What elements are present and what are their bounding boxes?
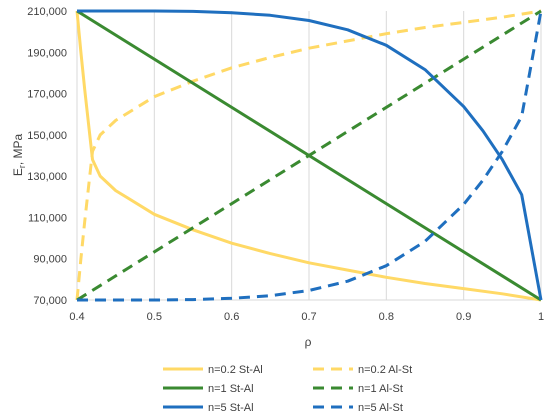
y-tick-label: 110,000 [28,212,67,224]
legend-label: n=1 St-Al [208,383,254,395]
y-tick-label: 130,000 [27,171,67,183]
legend-label: n=1 Al-St [358,383,403,395]
x-tick-label: 0.8 [379,311,394,323]
x-tick-label: 0.4 [69,311,84,323]
y-axis-title-main: E [11,168,25,176]
y-tick-labels: 70,000 90,000 110,000 130,000 150,000 170,000… [27,6,67,307]
x-tick-label: 0.9 [456,311,471,323]
y-axis-title-rest: , MPa [11,133,25,165]
y-tick-label: 90,000 [33,254,67,266]
x-tick-label: 0.6 [224,311,239,323]
legend-label: n=5 St-Al [208,402,254,414]
y-tick-label: 70,000 [33,295,67,307]
x-tick-labels: 0.4 0.5 0.6 0.7 0.8 0.9 1 [69,311,544,323]
y-tick-label: 170,000 [27,89,67,101]
x-tick-label: 1 [538,311,544,323]
x-tick-label: 0.5 [147,311,162,323]
series-lines [75,9,543,302]
x-axis-title: ρ [305,335,312,349]
series-line [75,10,542,302]
legend: n=0.2 St-Al n=0.2 Al-St n=1 St-Al n=1 Al-St… [163,364,412,414]
y-tick-label: 190,000 [27,47,67,59]
y-tick-label: 210,000 [27,6,67,18]
y-tick-label: 150,000 [27,130,67,142]
legend-label: n=0.2 Al-St [358,364,412,376]
series-line [77,9,543,301]
legend-label: n=0.2 St-Al [208,364,263,376]
x-tick-label: 0.7 [301,311,316,323]
y-axis-title-sub: r [17,165,27,168]
legend-label: n=5 Al-St [358,402,403,414]
series-line [75,9,542,301]
y-axis-title: Er, MPa [11,133,27,176]
series-line [77,10,543,302]
series-line [76,9,542,302]
